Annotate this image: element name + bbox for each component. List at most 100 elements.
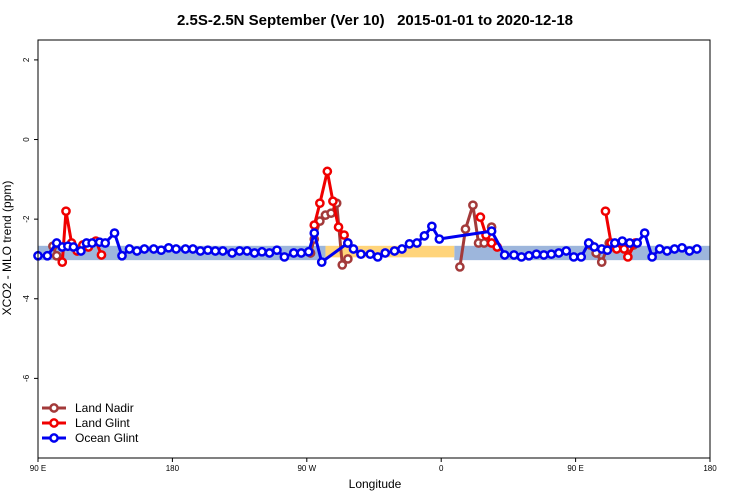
legend-swatch-marker (49, 433, 59, 443)
data-point (365, 249, 376, 260)
data-point (600, 206, 611, 217)
data-point (322, 166, 333, 177)
data-point (647, 252, 657, 262)
data-point (249, 248, 260, 258)
data-point (148, 244, 159, 254)
data-point (257, 246, 267, 257)
data-point (412, 238, 422, 248)
y-tick-label: 2 (22, 57, 31, 62)
data-point (68, 242, 79, 252)
data-point (596, 257, 607, 267)
x-tick-label: 180 (703, 464, 717, 473)
data-point (624, 238, 635, 248)
data-point (419, 231, 430, 241)
legend-swatch-marker (49, 418, 59, 428)
data-point (42, 250, 53, 261)
data-point (509, 250, 519, 260)
data-point (684, 246, 695, 256)
data-point (87, 238, 97, 248)
data-point (404, 238, 415, 249)
data-point (100, 238, 111, 248)
data-point (333, 222, 344, 232)
data-point (316, 257, 327, 267)
data-point (397, 244, 407, 254)
data-point (589, 242, 600, 252)
data-point (217, 246, 228, 256)
data-point (516, 252, 527, 262)
x-tick-label: 180 (166, 464, 180, 473)
data-point (455, 262, 465, 272)
data-point (242, 246, 252, 256)
data-point (623, 252, 633, 262)
y-axis-label: XCO2 - MLO trend (ppm) (0, 181, 14, 316)
data-point (303, 246, 314, 257)
legend-label: Land Glint (75, 416, 130, 430)
series-land-glint (57, 166, 641, 267)
data-point (51, 250, 62, 261)
data-point (639, 228, 650, 238)
data-point (468, 200, 478, 211)
data-point (609, 238, 620, 248)
data-point (479, 238, 489, 248)
y-tick-label: -6 (22, 374, 31, 382)
data-point (568, 252, 579, 262)
data-point (546, 249, 557, 260)
data-point (315, 198, 325, 209)
data-point (264, 248, 275, 258)
data-point (132, 246, 142, 256)
series-layer (33, 166, 702, 272)
data-point (632, 238, 643, 248)
data-point (434, 234, 445, 244)
data-point (76, 246, 86, 256)
data-point (524, 250, 534, 261)
data-point (163, 242, 174, 253)
data-point (662, 246, 672, 256)
data-point (156, 245, 167, 256)
data-point (343, 254, 353, 264)
data-point (669, 244, 680, 254)
y-tick-label: -4 (22, 295, 31, 303)
data-point (692, 244, 702, 254)
data-point (139, 244, 150, 254)
data-point (475, 212, 486, 223)
data-point (617, 236, 628, 246)
data-point (188, 244, 198, 254)
y-tick-label: -2 (22, 215, 31, 223)
data-point (339, 230, 349, 240)
data-point (561, 246, 572, 256)
data-point (61, 206, 71, 217)
data-point (553, 248, 564, 258)
data-point (654, 244, 665, 254)
data-point (234, 246, 245, 256)
legend-label: Ocean Glint (75, 431, 139, 445)
data-point (210, 246, 221, 256)
data-point (486, 226, 497, 236)
data-point (109, 228, 120, 238)
series-ocean-glint (33, 221, 702, 267)
y-axis: 2 0 -2 -4 -6 (22, 57, 38, 382)
data-point (499, 250, 510, 260)
x-tick-label: 90 W (297, 464, 316, 473)
data-point (57, 257, 68, 267)
legend-swatch-marker (49, 403, 59, 413)
data-point (389, 246, 400, 256)
data-point (356, 249, 366, 260)
data-point (296, 248, 307, 258)
x-tick-label: 90 E (567, 464, 583, 473)
data-point (203, 245, 213, 256)
data-point (309, 220, 320, 230)
data-point (96, 250, 107, 260)
x-tick-label: 90 E (30, 464, 46, 473)
plot-frame (37, 39, 711, 459)
data-point (328, 196, 338, 207)
data-point (348, 244, 359, 254)
data-point (180, 244, 191, 254)
data-point (343, 238, 353, 248)
data-point (531, 249, 542, 260)
data-point (460, 224, 471, 234)
x-axis: 90 E 180 90 W 0 90 E 180 (30, 458, 717, 473)
data-point (427, 221, 437, 232)
data-point (337, 260, 348, 270)
legend-item-ocean-glint: Ocean Glint (42, 431, 139, 445)
